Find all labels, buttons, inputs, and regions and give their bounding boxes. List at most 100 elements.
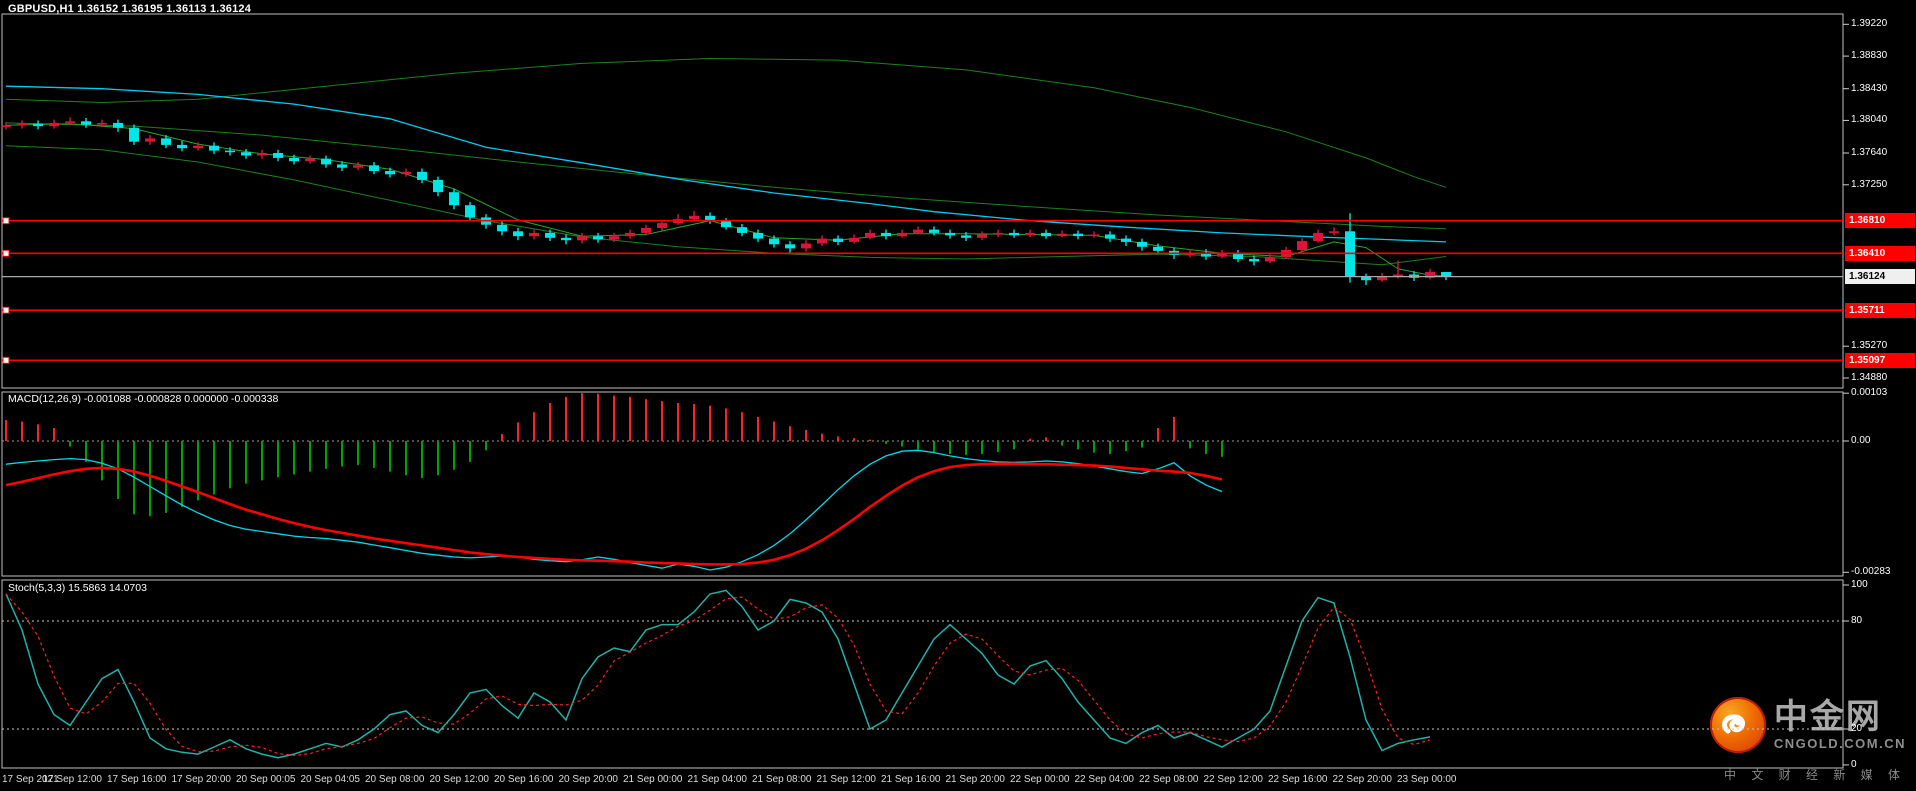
time-axis-label: 22 Sep 00:00 [1010, 774, 1070, 785]
candle-body [1377, 276, 1387, 281]
candle-body [1057, 233, 1067, 237]
candle-body [321, 158, 331, 165]
candle-body [833, 238, 843, 242]
candle-body [465, 205, 475, 218]
candle-body [1041, 232, 1051, 237]
candle-body [529, 232, 539, 237]
hline-price-box: 1.35711 [1845, 302, 1915, 318]
time-axis-label: 17 Sep 20:00 [171, 774, 232, 785]
candle-body [449, 192, 459, 206]
price-axis-tick-label: 1.38830 [1851, 50, 1888, 62]
candle-body [353, 165, 363, 168]
time-axis-label: 21 Sep 04:00 [687, 774, 748, 785]
price-axis-tick-label: 1.35270 [1851, 340, 1888, 352]
candle-body [1265, 257, 1275, 262]
candle-body [513, 231, 523, 237]
candle-body [193, 145, 203, 149]
candle-body [865, 232, 875, 238]
macd-axis-tick-label: -0.00283 [1851, 566, 1891, 578]
time-axis-label: 20 Sep 20:00 [558, 774, 619, 785]
candle-body [497, 224, 507, 232]
candle-body [977, 234, 987, 238]
stoch-d-line [5, 593, 1431, 757]
candle-body [417, 171, 427, 180]
stoch-k-line [5, 589, 1431, 759]
green-lower-line [5, 145, 1447, 266]
hline-drag-handle[interactable] [2, 217, 10, 225]
candle-body [1121, 238, 1131, 242]
candle-body [721, 221, 731, 228]
candle-body [1233, 253, 1243, 259]
current-price-box: 1.36124 [1845, 269, 1915, 285]
time-axis-label: 21 Sep 08:00 [752, 774, 812, 785]
candle-body [625, 232, 635, 237]
candle-body [785, 244, 795, 249]
candle-body [225, 150, 235, 153]
stoch-axis-tick-label: 80 [1851, 615, 1863, 627]
candle-body [1361, 276, 1371, 281]
time-axis-label: 21 Sep 20:00 [945, 774, 1006, 785]
macd-signal-line [5, 462, 1223, 566]
candle-body [609, 236, 619, 240]
candle-body [1153, 246, 1163, 251]
candle-body [1425, 272, 1435, 278]
stoch-indicator-label: Stoch(5,3,3) 15.5863 14.0703 [8, 582, 147, 594]
candle-body [753, 232, 763, 239]
time-axis-label: 20 Sep 08:00 [365, 774, 425, 785]
macd-axis-tick-label: 0.00 [1851, 435, 1871, 446]
candle-body [1073, 233, 1083, 237]
price-axis-tick-label: 1.34880 [1851, 371, 1888, 383]
candle-body [993, 232, 1003, 235]
candle-body [113, 122, 123, 128]
candle-body [1201, 252, 1211, 257]
hline-price-box: 1.36410 [1845, 245, 1915, 261]
candle-body [209, 145, 219, 151]
cyan-ma-line [5, 85, 1447, 243]
price-axis-tick-label: 1.39220 [1851, 18, 1888, 30]
candle-body [801, 243, 811, 249]
candle-body [305, 158, 315, 162]
candle-body [913, 229, 923, 233]
candle-body [33, 123, 43, 127]
candle-body [1441, 272, 1451, 277]
candle-body [689, 215, 699, 220]
hline-price-box: 1.35097 [1845, 352, 1915, 368]
time-axis-label: 22 Sep 16:00 [1268, 774, 1328, 785]
candle-body [241, 152, 251, 156]
candle-body [401, 171, 411, 175]
cngold-watermark: 中金网 CNGOLD.COM.CN 中 文 财 经 新 媒 体 [1709, 697, 1906, 783]
time-axis-label: 20 Sep 04:05 [300, 774, 361, 785]
hline-drag-handle[interactable] [2, 356, 10, 364]
price-axis-tick-label: 1.38430 [1851, 82, 1888, 94]
candle-body [49, 122, 59, 127]
stoch-axis-tick-label: 0 [1851, 758, 1857, 770]
watermark-slogan: 中 文 财 经 新 媒 体 [1723, 768, 1906, 782]
stoch-axis-tick-label: 100 [1851, 579, 1868, 591]
candle-body [737, 227, 747, 233]
macd-panel-border [1, 391, 1844, 577]
candle-body [161, 138, 171, 145]
hline-drag-handle[interactable] [2, 249, 10, 257]
time-axis-label: 17 Sep 2021 [2, 774, 59, 785]
time-axis-label: 20 Sep 16:00 [494, 774, 554, 785]
candle-body [817, 238, 827, 244]
cloud-swirl-icon [1721, 714, 1745, 734]
time-axis-label: 20 Sep 00:05 [236, 774, 296, 785]
candle-body [337, 164, 347, 168]
hline-price-box: 1.36810 [1845, 213, 1915, 229]
candle-body [273, 153, 283, 158]
candle-body [1089, 234, 1099, 237]
green-fast-line [5, 123, 1447, 277]
candle-body [145, 138, 155, 142]
time-axis-label: 17 Sep 16:00 [107, 774, 167, 785]
watermark-site-url: CNGOLD.COM.CN [1773, 736, 1906, 751]
candle-body [929, 229, 939, 233]
candle-body [385, 171, 395, 175]
candle-body [897, 232, 907, 237]
macd-axis-tick-label: 0.00103 [1851, 387, 1888, 399]
hline-drag-handle[interactable] [2, 306, 10, 314]
main-panel-border [1, 13, 1844, 389]
green-mid-line [5, 122, 1447, 230]
macd-indicator-label: MACD(12,26,9) -0.001088 -0.000828 0.0000… [8, 393, 279, 405]
